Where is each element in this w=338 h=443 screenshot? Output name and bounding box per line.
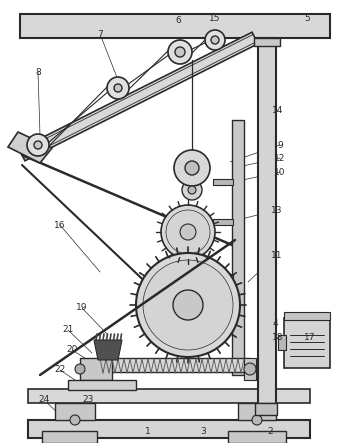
Circle shape bbox=[143, 260, 233, 350]
Text: 5: 5 bbox=[304, 13, 310, 23]
Text: 15: 15 bbox=[209, 13, 221, 23]
Bar bbox=[213, 274, 233, 280]
Text: 20: 20 bbox=[66, 346, 78, 354]
Text: 2: 2 bbox=[267, 427, 273, 436]
Circle shape bbox=[75, 364, 85, 374]
Bar bbox=[255, 403, 277, 415]
Bar bbox=[98, 358, 250, 372]
Polygon shape bbox=[8, 132, 52, 163]
Circle shape bbox=[205, 30, 225, 50]
Bar bbox=[28, 420, 310, 438]
Circle shape bbox=[182, 180, 202, 200]
Text: 22: 22 bbox=[54, 365, 66, 374]
Bar bbox=[258, 38, 276, 405]
Circle shape bbox=[70, 415, 80, 425]
Bar bbox=[244, 358, 256, 380]
Circle shape bbox=[185, 161, 199, 175]
Text: 14: 14 bbox=[272, 105, 284, 114]
Text: 7: 7 bbox=[97, 30, 103, 39]
Text: 9: 9 bbox=[277, 140, 283, 149]
Circle shape bbox=[107, 77, 129, 99]
Polygon shape bbox=[19, 32, 258, 161]
Bar bbox=[284, 312, 330, 320]
Circle shape bbox=[34, 141, 42, 149]
Text: 12: 12 bbox=[274, 154, 286, 163]
Bar bbox=[20, 14, 330, 38]
Bar bbox=[284, 318, 330, 368]
Text: 4: 4 bbox=[272, 319, 278, 327]
Text: 3: 3 bbox=[200, 427, 206, 436]
Circle shape bbox=[161, 205, 215, 259]
Bar bbox=[55, 403, 95, 420]
Circle shape bbox=[188, 186, 196, 194]
Circle shape bbox=[244, 363, 256, 375]
Circle shape bbox=[211, 36, 219, 44]
Text: 23: 23 bbox=[82, 396, 94, 404]
Circle shape bbox=[180, 224, 196, 240]
Text: 13: 13 bbox=[271, 206, 283, 214]
Circle shape bbox=[27, 134, 49, 156]
Circle shape bbox=[252, 415, 262, 425]
Bar bbox=[238, 403, 276, 420]
Text: 21: 21 bbox=[62, 326, 74, 334]
Circle shape bbox=[168, 40, 192, 64]
Bar bbox=[80, 358, 112, 380]
Text: 18: 18 bbox=[272, 334, 284, 342]
Bar bbox=[28, 389, 310, 403]
Circle shape bbox=[114, 84, 122, 92]
Circle shape bbox=[175, 47, 185, 57]
Bar bbox=[42, 431, 97, 443]
Text: 10: 10 bbox=[274, 167, 286, 176]
Bar bbox=[254, 38, 280, 46]
Bar bbox=[278, 335, 286, 350]
Text: 11: 11 bbox=[271, 250, 283, 260]
Text: 1: 1 bbox=[145, 427, 151, 436]
Bar bbox=[68, 380, 136, 390]
Text: 8: 8 bbox=[35, 67, 41, 77]
Circle shape bbox=[136, 253, 240, 357]
Circle shape bbox=[166, 210, 210, 254]
Text: 6: 6 bbox=[175, 16, 181, 24]
Circle shape bbox=[174, 150, 210, 186]
Text: 17: 17 bbox=[304, 334, 316, 342]
Circle shape bbox=[173, 290, 203, 320]
Text: 24: 24 bbox=[39, 396, 50, 404]
Bar bbox=[213, 219, 233, 225]
Bar bbox=[213, 179, 233, 185]
Text: 16: 16 bbox=[54, 221, 66, 229]
Bar bbox=[232, 120, 244, 375]
Polygon shape bbox=[94, 340, 122, 360]
Text: 19: 19 bbox=[76, 303, 88, 312]
Bar bbox=[228, 431, 286, 443]
